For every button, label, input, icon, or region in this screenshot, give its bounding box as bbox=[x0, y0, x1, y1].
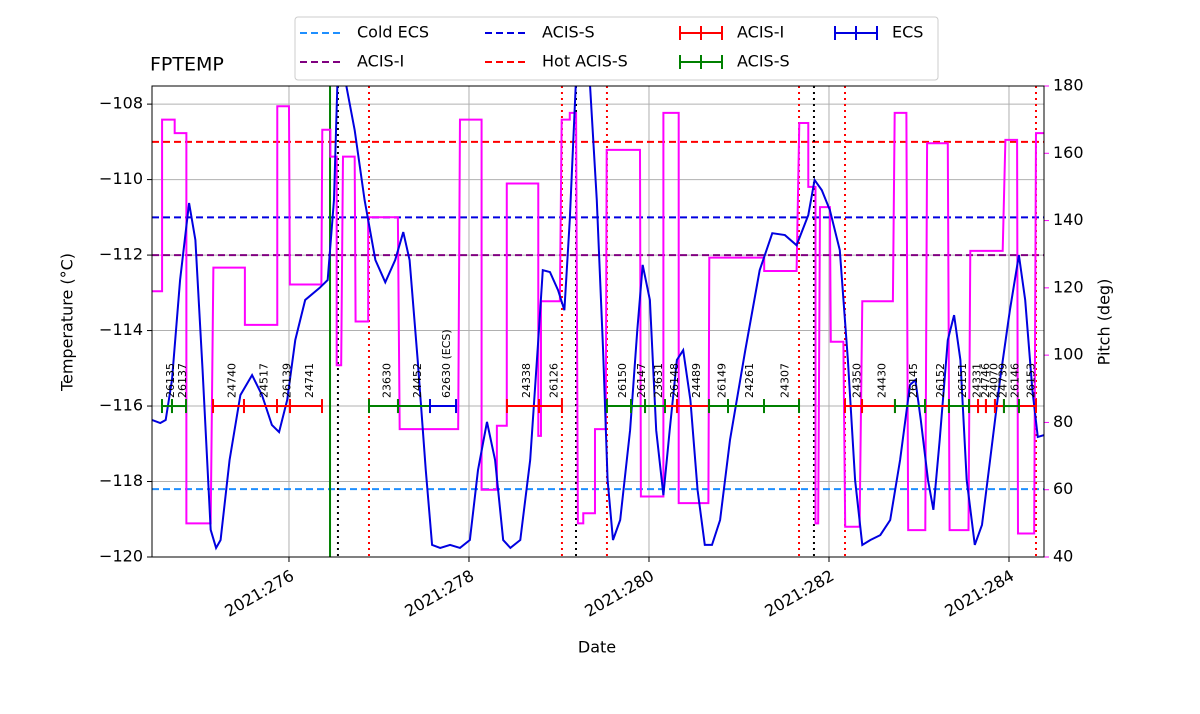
y2-tick-label: 120 bbox=[1053, 277, 1084, 296]
legend-label: Cold ECS bbox=[357, 23, 429, 42]
obs-label: 24338 bbox=[520, 363, 533, 398]
obs-label: 26135 bbox=[164, 363, 177, 398]
obs-label: 24452 bbox=[411, 363, 424, 398]
legend-label: ACIS-S bbox=[737, 52, 790, 71]
obs-label: 24350 bbox=[851, 363, 864, 398]
obs-label: 26149 bbox=[716, 363, 729, 398]
obs-label: 26151 bbox=[956, 363, 969, 398]
x-tick-label: 2021:284 bbox=[941, 566, 1017, 621]
y-tick-label: −110 bbox=[99, 169, 143, 188]
y2-tick-label: 60 bbox=[1053, 479, 1073, 498]
obs-label: 24489 bbox=[690, 363, 703, 398]
obs-label: 26150 bbox=[616, 363, 629, 398]
obs-label: 26146 bbox=[1008, 363, 1021, 398]
obs-label: 24307 bbox=[779, 363, 792, 398]
obs-label: 62630 (ECS) bbox=[440, 329, 453, 398]
y-tick-label: −118 bbox=[99, 471, 143, 490]
y2-tick-label: 180 bbox=[1053, 76, 1084, 95]
y-tick-label: −112 bbox=[99, 245, 143, 264]
temperature-line bbox=[152, 86, 1044, 551]
y2-tick-label: 160 bbox=[1053, 143, 1084, 162]
obs-label: 24517 bbox=[257, 363, 270, 398]
y2-axis-label: Pitch (deg) bbox=[1095, 279, 1114, 366]
y2-tick-label: 140 bbox=[1053, 210, 1084, 229]
legend-label: ACIS-S bbox=[542, 23, 595, 42]
y2-tick-label: 80 bbox=[1053, 412, 1073, 431]
legend-label: ECS bbox=[892, 23, 923, 42]
obs-label: 26126 bbox=[547, 363, 560, 398]
chart-title: FPTEMP bbox=[150, 54, 224, 76]
obs-label: 24070 bbox=[987, 363, 1000, 398]
y-tick-label: −120 bbox=[99, 547, 143, 566]
obs-label: 24331 bbox=[971, 363, 984, 398]
x-tick-label: 2021:278 bbox=[401, 566, 477, 621]
legend-box bbox=[294, 16, 939, 81]
obs-label: 26145 bbox=[907, 363, 920, 398]
pitch-line bbox=[152, 105, 1044, 535]
obs-label: 24746 bbox=[979, 363, 992, 398]
legend-label: ACIS-I bbox=[357, 52, 404, 71]
obs-label: 26152 bbox=[934, 363, 947, 398]
y-tick-label: −116 bbox=[99, 396, 143, 415]
obs-label: 23630 bbox=[380, 363, 393, 398]
obs-label: 26153 bbox=[1024, 363, 1037, 398]
obs-label: 26139 bbox=[280, 363, 293, 398]
obs-label: 26147 bbox=[635, 363, 648, 398]
x-tick-label: 2021:276 bbox=[221, 566, 297, 621]
legend-label: ACIS-I bbox=[737, 23, 784, 42]
obs-label: 24261 bbox=[743, 363, 756, 398]
obs-label: 23631 bbox=[652, 363, 665, 398]
y-tick-label: −108 bbox=[99, 94, 143, 113]
y-tick-label: −114 bbox=[99, 320, 143, 339]
obs-label: 24741 bbox=[303, 363, 316, 398]
y2-tick-label: 100 bbox=[1053, 345, 1084, 364]
obs-label: 24739 bbox=[996, 363, 1009, 398]
legend-label: Hot ACIS-S bbox=[542, 52, 628, 71]
y-axis-label: Temperature (°C) bbox=[58, 253, 77, 392]
x-tick-label: 2021:282 bbox=[761, 566, 837, 621]
obs-label: 24740 bbox=[226, 363, 239, 398]
axes-frame bbox=[151, 85, 1045, 558]
y2-tick-label: 40 bbox=[1053, 547, 1073, 566]
plot-area bbox=[152, 86, 1044, 557]
obs-label: 26137 bbox=[176, 363, 189, 398]
obs-label: 26148 bbox=[668, 363, 681, 398]
x-axis-label: Date bbox=[578, 638, 616, 657]
x-tick-label: 2021:280 bbox=[581, 566, 657, 621]
obs-label: 24430 bbox=[875, 363, 888, 398]
